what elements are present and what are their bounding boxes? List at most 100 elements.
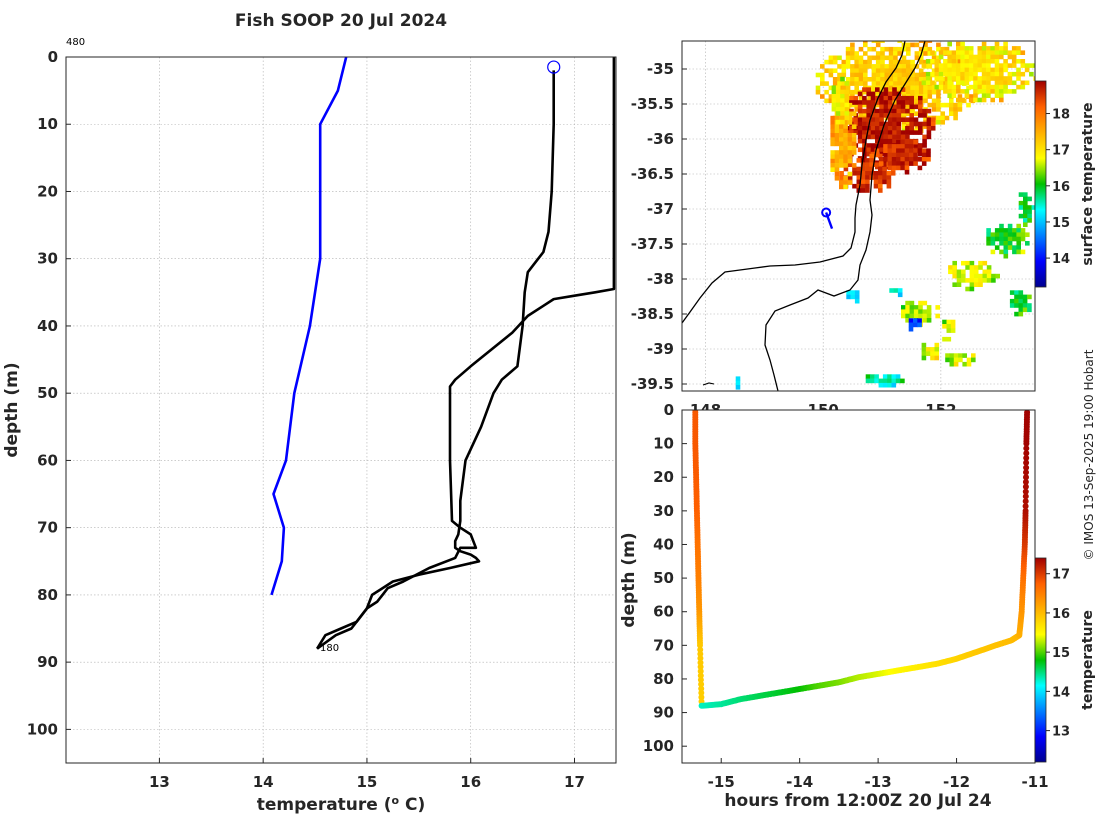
sst-cell <box>843 158 848 164</box>
sst-cell <box>942 336 947 342</box>
sst-cell <box>927 51 933 56</box>
sst-cell <box>882 175 887 180</box>
profile-axes-box <box>65 56 617 764</box>
sst-cell <box>1023 218 1028 223</box>
imos-credit: © IMOS 13-Sep-2025 19:00 Hobart <box>1082 349 1096 560</box>
sst-cell <box>873 175 879 180</box>
sst-cell <box>938 80 944 86</box>
sst-cell <box>857 147 863 153</box>
sst-cell <box>905 309 910 314</box>
sst-cell <box>875 130 880 135</box>
scatter-chart: -15 -14 -13 -12 -11 0 10 20 30 40 50 60 70 80 90 100 ho… <box>619 401 1096 811</box>
sst-cell <box>862 95 867 101</box>
sst-cell <box>947 80 952 86</box>
sst-cell <box>887 100 893 105</box>
sst-cell <box>1003 89 1008 94</box>
sst-cell <box>938 67 944 73</box>
profile-x-tick-label: 17 <box>564 773 585 791</box>
profile-y-tick-label: 0 <box>48 48 58 66</box>
sst-cell <box>981 50 987 55</box>
sst-cell <box>904 152 910 158</box>
sst-cell <box>1011 89 1017 94</box>
sst-cell <box>913 148 918 153</box>
sst-cell <box>956 71 961 77</box>
sst-cell <box>850 46 855 52</box>
sst-cell <box>857 100 863 105</box>
sst-cell <box>906 68 911 73</box>
sst-cell <box>927 41 933 43</box>
sst-cell <box>910 64 915 69</box>
sst-cell <box>862 126 867 131</box>
sst-cell <box>871 46 877 52</box>
sst-cell <box>896 117 902 122</box>
sst-cell <box>952 282 957 287</box>
sst-cell <box>834 171 840 177</box>
sst-cell <box>866 113 871 118</box>
sst-cell <box>875 81 881 86</box>
sst-cell <box>900 161 905 166</box>
sst-cell <box>887 126 893 131</box>
sst-cell <box>845 51 851 56</box>
sst-cell <box>857 121 863 127</box>
sst-cell <box>901 89 907 95</box>
sst-cell <box>839 171 844 176</box>
sst-cell <box>931 98 937 104</box>
sst-cell <box>879 100 884 105</box>
scatter-colorbar-tick-label: 15 <box>1052 646 1070 661</box>
sst-cell <box>934 355 940 361</box>
sst-cell <box>887 91 893 97</box>
sst-cell <box>914 94 920 99</box>
sst-cell <box>1014 294 1019 300</box>
sst-cell <box>887 161 893 166</box>
sst-cell <box>888 59 894 65</box>
sst-cell <box>958 357 963 363</box>
sst-cell <box>854 107 859 112</box>
sst-cell <box>986 273 992 279</box>
sst-cell <box>951 71 957 77</box>
sst-cell <box>956 84 961 90</box>
sst-cell <box>1016 228 1021 233</box>
sst-cell <box>883 91 889 97</box>
sst-cell <box>880 46 885 52</box>
sst-cell <box>1003 46 1008 51</box>
sst-cell <box>847 137 853 142</box>
sst-cell <box>897 64 902 69</box>
sst-cell <box>850 294 856 300</box>
sst-cell <box>887 138 893 144</box>
sst-cell <box>857 138 863 144</box>
sst-cell <box>994 236 1000 242</box>
map-colorbar-tick-label: 14 <box>1052 252 1070 267</box>
sst-cell <box>909 139 914 145</box>
profile-y-tick-label: 70 <box>37 519 58 537</box>
sst-cell <box>951 54 957 60</box>
sst-cell <box>901 68 907 73</box>
sst-cell <box>883 87 889 92</box>
sst-cell <box>891 165 897 171</box>
scatter-point <box>698 681 705 688</box>
sst-cell <box>835 106 841 112</box>
sst-cell <box>888 46 894 52</box>
sst-cell <box>1023 209 1028 215</box>
sst-cell <box>850 102 855 108</box>
sst-cell <box>863 89 868 95</box>
sst-cell <box>1018 303 1024 308</box>
sst-cell <box>978 278 983 283</box>
sst-cell <box>880 77 885 82</box>
sst-cell <box>893 98 898 104</box>
sst-cell <box>1003 236 1009 242</box>
sst-cell <box>893 81 898 86</box>
sst-cell <box>923 51 928 56</box>
sst-cell <box>880 81 885 86</box>
scatter-x-tick-label: -15 <box>708 773 735 791</box>
sst-cell <box>869 158 874 163</box>
sst-cell <box>896 161 901 166</box>
sst-cell <box>943 71 948 77</box>
sst-cell <box>834 124 840 129</box>
sst-cell <box>845 107 851 112</box>
sst-cell <box>834 128 840 134</box>
sst-cell <box>896 144 901 149</box>
sst-cell <box>892 130 897 135</box>
profile-y-tick-label: 10 <box>37 115 58 133</box>
sst-cell <box>831 102 837 108</box>
sst-cell <box>837 72 842 78</box>
